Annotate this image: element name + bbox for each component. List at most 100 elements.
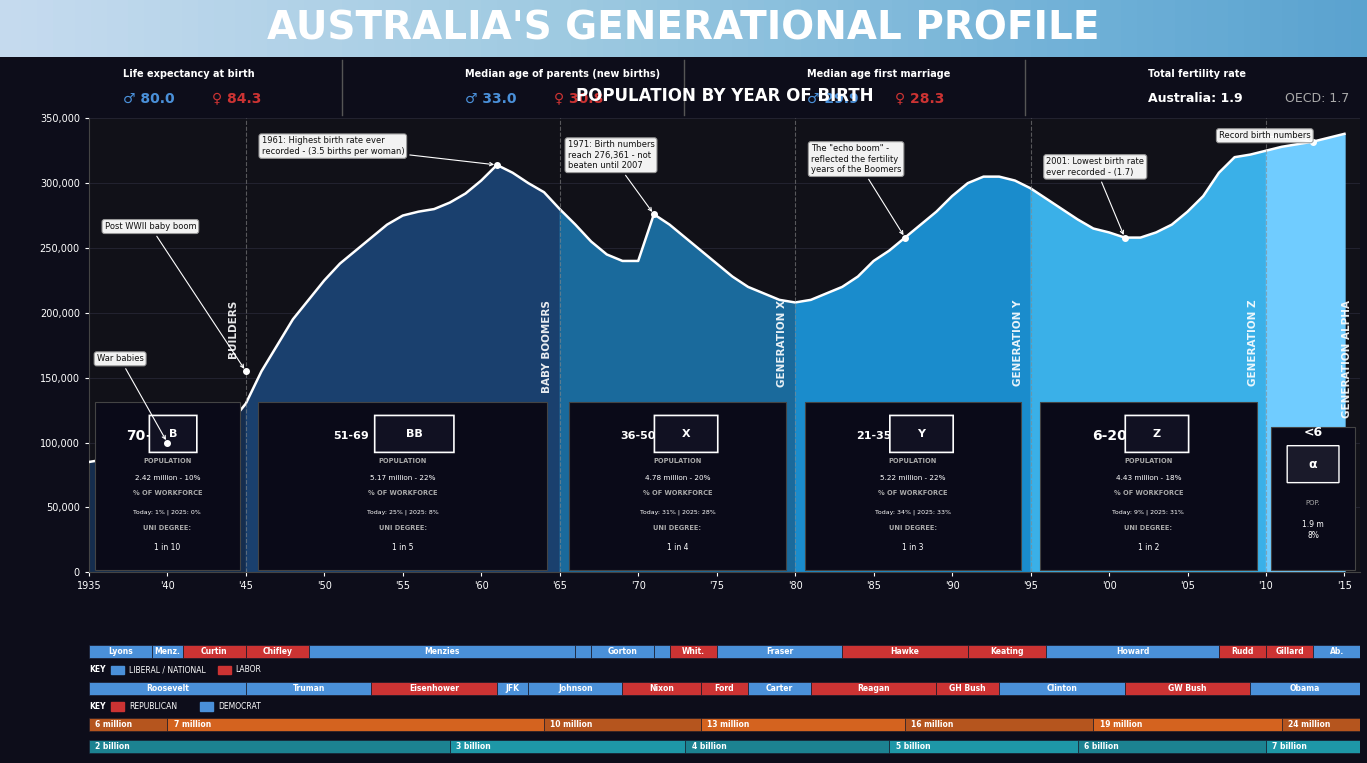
Text: % OF WORKFORCE: % OF WORKFORCE: [878, 490, 947, 496]
Bar: [1314, 645, 1360, 658]
Text: 6 billion: 6 billion: [1084, 742, 1118, 751]
Text: 7 million: 7 million: [174, 720, 211, 729]
Bar: [905, 718, 1094, 732]
Text: ♀ 84.3: ♀ 84.3: [212, 92, 261, 106]
Bar: [528, 681, 622, 695]
Text: POPULATION: POPULATION: [653, 458, 701, 464]
Text: Obama: Obama: [1290, 684, 1321, 693]
Text: POP.: POP.: [1305, 501, 1321, 506]
Bar: [670, 645, 716, 658]
Text: BABY BOOMERS: BABY BOOMERS: [541, 300, 552, 393]
Bar: [246, 681, 372, 695]
Text: 1.9 m
8%: 1.9 m 8%: [1303, 520, 1325, 539]
Bar: [89, 739, 450, 753]
Text: GENERATION ALPHA: GENERATION ALPHA: [1342, 300, 1352, 418]
Text: 70+: 70+: [126, 429, 157, 443]
Bar: [701, 681, 748, 695]
Text: OECD: 1.7: OECD: 1.7: [1285, 92, 1349, 105]
Text: LABOR: LABOR: [235, 665, 261, 674]
Bar: [183, 645, 246, 658]
Text: Eisenhower: Eisenhower: [409, 684, 459, 693]
Text: UNI DEGREE:: UNI DEGREE:: [379, 526, 427, 531]
Bar: [246, 645, 309, 658]
Text: 16 million: 16 million: [912, 720, 954, 729]
Text: Nixon: Nixon: [649, 684, 674, 693]
Bar: [498, 681, 528, 695]
Text: GH Bush: GH Bush: [950, 684, 986, 693]
Text: The "echo boom" -
reflected the fertility
years of the Boomers: The "echo boom" - reflected the fertilit…: [811, 144, 902, 234]
FancyBboxPatch shape: [375, 415, 454, 452]
Text: Reagan: Reagan: [857, 684, 890, 693]
Text: 36-50: 36-50: [621, 430, 656, 440]
Text: % OF WORKFORCE: % OF WORKFORCE: [642, 490, 712, 496]
Text: BUILDERS: BUILDERS: [228, 300, 238, 358]
Text: 1 in 10: 1 in 10: [154, 542, 180, 552]
Text: ♀ 30.8: ♀ 30.8: [554, 92, 603, 106]
Bar: [544, 718, 701, 732]
Text: Life expectancy at birth: Life expectancy at birth: [123, 69, 254, 79]
Text: Gillard: Gillard: [1275, 647, 1304, 656]
Text: Keating: Keating: [990, 647, 1024, 656]
FancyBboxPatch shape: [890, 415, 953, 452]
Text: 24 million: 24 million: [1288, 720, 1330, 729]
Text: 1 in 2: 1 in 2: [1137, 542, 1159, 552]
Text: Carter: Carter: [766, 684, 793, 693]
Text: 5.22 million - 22%: 5.22 million - 22%: [880, 475, 946, 481]
Text: Lyons: Lyons: [108, 647, 133, 656]
Text: 5.17 million - 22%: 5.17 million - 22%: [370, 475, 436, 481]
Text: Whit.: Whit.: [682, 647, 704, 656]
Bar: [968, 645, 1046, 658]
Text: 6-20: 6-20: [1092, 429, 1126, 443]
Text: Median age first marriage: Median age first marriage: [807, 69, 950, 79]
Text: GW Bush: GW Bush: [1169, 684, 1207, 693]
Text: POPULATION: POPULATION: [379, 458, 427, 464]
Text: Howard: Howard: [1115, 647, 1150, 656]
FancyBboxPatch shape: [1125, 415, 1189, 452]
Bar: [1266, 739, 1360, 753]
Text: 3 billion: 3 billion: [457, 742, 491, 751]
Text: 1 in 3: 1 in 3: [902, 542, 924, 552]
Text: ♂ 29.9: ♂ 29.9: [807, 92, 858, 106]
Bar: [1094, 718, 1282, 732]
Text: 21-35: 21-35: [856, 430, 891, 440]
Bar: [152, 645, 183, 658]
Text: Today: 9% | 2025: 31%: Today: 9% | 2025: 31%: [1113, 509, 1184, 514]
Bar: [1266, 645, 1314, 658]
Bar: [1077, 739, 1266, 753]
Text: 1971: Birth numbers
reach 276,361 - not
beaten until 2007: 1971: Birth numbers reach 276,361 - not …: [567, 140, 655, 211]
Text: 2 billion: 2 billion: [96, 742, 130, 751]
Text: 1 in 4: 1 in 4: [667, 542, 688, 552]
Text: Menzies: Menzies: [424, 647, 459, 656]
Bar: [200, 702, 213, 711]
Text: % OF WORKFORCE: % OF WORKFORCE: [368, 490, 437, 496]
FancyBboxPatch shape: [805, 402, 1021, 570]
Bar: [701, 718, 905, 732]
Text: Johnson: Johnson: [558, 684, 593, 693]
Text: POPULATION: POPULATION: [1124, 458, 1173, 464]
Text: DEMOCRAT: DEMOCRAT: [217, 702, 261, 711]
Text: War babies: War babies: [97, 354, 165, 439]
Text: <6: <6: [1304, 426, 1323, 439]
Bar: [936, 681, 999, 695]
Text: Rudd: Rudd: [1232, 647, 1254, 656]
Text: UNI DEGREE:: UNI DEGREE:: [653, 526, 701, 531]
Text: % OF WORKFORCE: % OF WORKFORCE: [1114, 490, 1182, 496]
Text: 19 million: 19 million: [1099, 720, 1141, 729]
Text: Z: Z: [1152, 429, 1161, 439]
Text: Post WWII baby boom: Post WWII baby boom: [104, 222, 243, 368]
Bar: [1251, 681, 1360, 695]
FancyBboxPatch shape: [1271, 427, 1356, 570]
Bar: [748, 681, 811, 695]
Text: Median age of parents (new births): Median age of parents (new births): [465, 69, 660, 79]
Text: Curtin: Curtin: [201, 647, 228, 656]
Bar: [685, 739, 890, 753]
Text: 6 million: 6 million: [96, 720, 133, 729]
Text: 51-69: 51-69: [334, 430, 369, 440]
FancyBboxPatch shape: [655, 415, 718, 452]
Text: ♂ 80.0: ♂ 80.0: [123, 92, 175, 106]
Text: GENERATION Z: GENERATION Z: [1248, 300, 1258, 387]
Bar: [1125, 681, 1251, 695]
Text: JFK: JFK: [506, 684, 519, 693]
Bar: [89, 681, 246, 695]
FancyBboxPatch shape: [96, 402, 239, 570]
